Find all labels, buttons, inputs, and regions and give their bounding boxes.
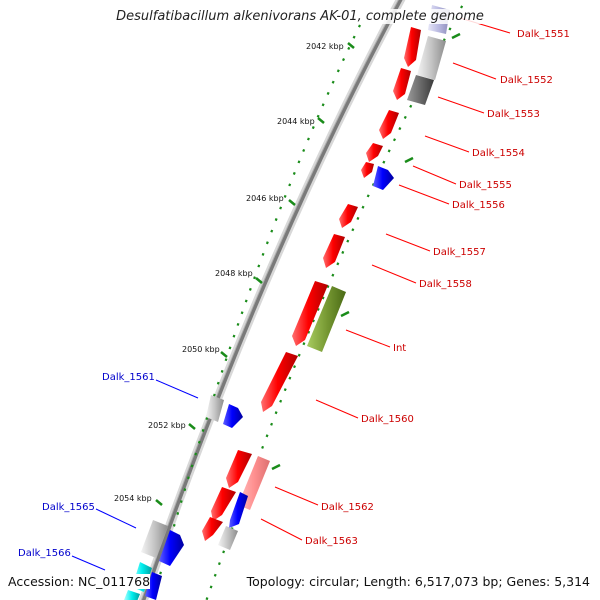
gene-feature [307,286,346,352]
gene-feature [159,530,184,566]
scale-label: 2048 kbp [215,269,253,278]
gene-label: Dalk_1552 [500,75,553,86]
gene-feature [211,487,236,521]
gene-label: Dalk_1551 [517,29,570,40]
gene-feature [261,352,298,412]
gene-feature [124,590,140,600]
scale-ticks [155,32,461,506]
gene-label: Dalk_1554 [472,148,525,159]
gene-label: Dalk_1558 [419,279,472,290]
gene-label: Dalk_1566 [18,548,71,559]
gene-feature [417,36,446,80]
map-title: Desulfatibacillum alkenivorans AK-01, co… [114,9,486,24]
gene-labels: Dalk_1551 Dalk_1552 Dalk_1553 Dalk_1554 … [18,29,570,559]
gene-feature [361,162,374,178]
gene-label: Int [393,343,406,354]
scale-labels: 2042 kbp 2044 kbp 2046 kbp 2048 kbp 2050… [114,42,344,503]
scale-label: 2044 kbp [277,117,315,126]
gene-feature [292,281,328,346]
scale-label: 2042 kbp [306,42,344,51]
gene-label: Dalk_1561 [102,372,155,383]
gene-feature [366,143,383,162]
gene-feature [379,110,399,139]
gene-feature [404,27,421,67]
gene-label: Dalk_1562 [321,502,374,513]
gene-feature [323,234,345,268]
gene-feature [202,517,223,541]
scale-label: 2050 kbp [182,345,220,354]
gene-feature [141,520,168,558]
gene-feature [407,75,434,105]
gene-label: Dalk_1560 [361,414,414,425]
gene-label: Dalk_1556 [452,200,505,211]
gene-feature [218,526,238,550]
gene-feature [373,166,394,190]
gene-label: Dalk_1565 [42,502,95,513]
gene-label: Dalk_1563 [305,536,358,547]
scale-label: 2046 kbp [246,194,284,203]
scale-label: 2054 kbp [114,494,152,503]
minus-strand-genes [202,27,421,541]
gene-label: Dalk_1555 [459,180,512,191]
label-leaders [71,17,511,571]
genome-summary: Topology: circular; Length: 6,517,073 bp… [246,574,590,589]
gene-label: Dalk_1553 [487,109,540,120]
gene-feature [206,395,224,422]
gene-feature [393,68,411,100]
gene-feature [145,572,162,600]
gene-feature [229,492,248,528]
gene-feature [223,404,243,428]
scale-label: 2052 kbp [148,421,186,430]
plus-strand-genes [124,5,450,600]
gene-label: Dalk_1557 [433,247,486,258]
genome-backbone [138,0,406,600]
accession-text: Accession: NC_011768 [8,574,151,589]
gene-feature [226,450,252,488]
gene-feature [339,204,358,228]
